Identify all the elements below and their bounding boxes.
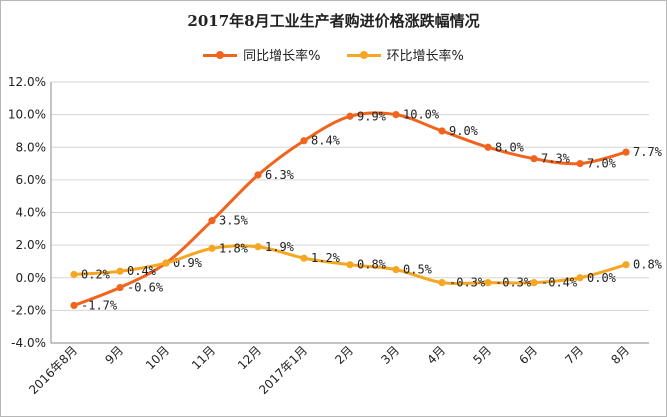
data-point-yoy: [208, 217, 216, 225]
data-label-mom: 0.5%: [403, 263, 433, 277]
data-point-mom: [622, 261, 630, 269]
data-label-yoy: 7.7%: [633, 145, 663, 159]
data-label-mom: 0.8%: [357, 258, 387, 272]
x-tick-label: 3月: [378, 343, 402, 367]
data-label-mom: 0.2%: [81, 267, 111, 281]
y-tick-label: 12.0%: [8, 75, 46, 89]
x-tick-label: 4月: [424, 343, 448, 367]
data-label-mom: -0.4%: [541, 276, 578, 290]
y-tick-label: -4.0%: [11, 336, 46, 350]
y-tick-label: 2.0%: [16, 238, 47, 252]
data-label-yoy: -1.7%: [81, 298, 118, 312]
data-label-mom: 1.8%: [219, 241, 249, 255]
data-point-yoy: [70, 301, 78, 310]
data-label-mom: 0.4%: [127, 264, 157, 278]
data-label-yoy: 7.3%: [541, 152, 571, 166]
x-tick-label: 10月: [143, 343, 172, 372]
data-label-yoy: 6.3%: [265, 168, 295, 182]
x-tick-label: 2016年8月: [26, 343, 80, 397]
data-point-yoy: [484, 143, 492, 151]
x-tick-label: 12月: [235, 343, 264, 372]
legend-item-mom: 环比增长率%: [346, 45, 464, 64]
data-label-mom: 0.8%: [633, 258, 663, 272]
data-point-mom: [392, 265, 400, 274]
data-point-yoy: [622, 148, 630, 156]
data-point-mom: [346, 261, 354, 269]
data-label-yoy: 3.5%: [219, 214, 249, 228]
data-label-mom: -0.3%: [449, 276, 486, 290]
data-label-yoy: 7.0%: [587, 157, 617, 171]
data-point-mom: [162, 259, 170, 267]
x-tick-label: 2017年1月: [256, 343, 310, 397]
y-tick-label: 4.0%: [16, 206, 47, 220]
data-point-mom: [438, 279, 446, 287]
data-point-yoy: [254, 171, 262, 179]
legend-swatch-mom: [346, 49, 381, 61]
legend: 同比增长率% 环比增长率%: [1, 45, 666, 64]
data-label-yoy: 9.9%: [357, 109, 387, 123]
x-tick-label: 7月: [562, 343, 586, 367]
x-tick-label: 5月: [470, 343, 494, 367]
data-label-yoy: -0.6%: [127, 281, 164, 295]
y-tick-label: 0.0%: [16, 271, 47, 285]
data-label-yoy: 8.4%: [311, 134, 341, 148]
y-tick-label: -2.0%: [11, 303, 46, 317]
data-point-yoy: [392, 111, 400, 119]
legend-swatch-yoy: [203, 49, 238, 61]
x-tick-label: 6月: [516, 343, 540, 367]
x-tick-label: 8月: [608, 343, 632, 367]
y-tick-label: 6.0%: [16, 173, 47, 187]
data-point-mom: [208, 244, 216, 252]
x-tick-label: 11月: [189, 343, 218, 372]
data-point-yoy: [346, 112, 354, 120]
x-tick-label: 2月: [332, 343, 356, 367]
data-point-yoy: [530, 155, 538, 163]
data-point-mom: [300, 254, 308, 262]
legend-label-mom: 环比增长率%: [386, 49, 464, 64]
chart-title: 2017年8月工业生产者购进价格涨跌幅情况: [187, 12, 480, 30]
data-point-mom: [530, 279, 538, 287]
data-label-mom: 1.9%: [265, 240, 295, 254]
data-point-yoy: [438, 127, 446, 135]
data-point-mom: [254, 243, 262, 251]
y-tick-label: 8.0%: [16, 140, 47, 154]
data-label-yoy: 10.0%: [403, 108, 440, 122]
legend-label-yoy: 同比增长率%: [243, 49, 321, 64]
data-label-yoy: 9.0%: [449, 124, 479, 138]
data-label-mom: -0.3%: [495, 276, 532, 290]
x-tick-label: 9月: [102, 343, 126, 367]
data-point-yoy: [576, 159, 584, 168]
data-point-yoy: [116, 283, 124, 292]
y-tick-label: 10.0%: [8, 108, 46, 122]
data-label-mom: 1.2%: [311, 251, 341, 265]
data-point-mom: [576, 274, 584, 282]
data-label-mom: 0.0%: [587, 271, 617, 285]
data-point-mom: [70, 270, 78, 279]
data-point-yoy: [300, 137, 308, 145]
legend-item-yoy: 同比增长率%: [203, 45, 321, 64]
data-point-mom: [116, 267, 124, 275]
data-label-yoy: 8.0%: [495, 140, 525, 154]
data-point-mom: [484, 279, 492, 287]
